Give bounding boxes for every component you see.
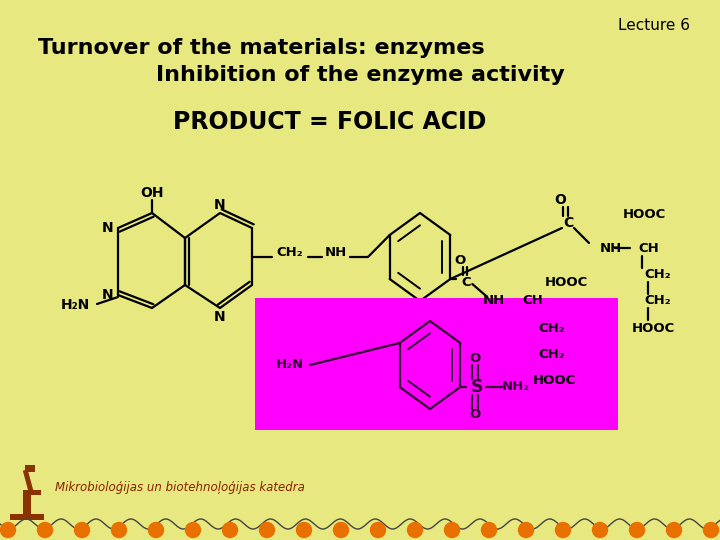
Circle shape [333,523,348,537]
Circle shape [482,523,497,537]
Circle shape [148,523,163,537]
Text: NH: NH [600,241,622,254]
Text: Turnover of the materials: enzymes: Turnover of the materials: enzymes [38,38,485,58]
Text: N: N [214,310,226,324]
Text: OH: OH [140,186,163,200]
Bar [23,490,41,495]
Text: CH₂: CH₂ [539,321,565,334]
Circle shape [222,523,238,537]
Text: NH: NH [483,294,505,307]
Circle shape [629,523,644,537]
Text: CH: CH [638,241,659,254]
Circle shape [667,523,682,537]
Text: N: N [102,221,114,235]
Text: NH: NH [325,246,347,259]
Text: O: O [469,408,481,422]
Text: Mikrobioloģijas un biotehnoļoģijas katedra: Mikrobioloģijas un biotehnoļoģijas kated… [55,482,305,495]
Bar [255,298,618,430]
Text: H₂N: H₂N [276,359,304,372]
Text: HOOC: HOOC [532,374,575,387]
Circle shape [37,523,53,537]
Text: Inhibition of the enzyme activity: Inhibition of the enzyme activity [156,65,564,85]
Circle shape [408,523,423,537]
Text: CH₂: CH₂ [276,246,303,259]
Text: Lecture 6: Lecture 6 [618,18,690,33]
Text: S: S [471,378,484,396]
Bar [25,465,35,472]
Text: NH₂: NH₂ [503,381,531,394]
Bar [23,493,31,515]
Circle shape [1,523,16,537]
Text: N: N [214,198,226,212]
Text: C: C [563,216,573,230]
Text: HOOC: HOOC [623,208,666,221]
Circle shape [259,523,274,537]
Circle shape [593,523,608,537]
Circle shape [556,523,570,537]
Circle shape [74,523,89,537]
Bar [10,514,44,520]
Text: HOOC: HOOC [544,276,588,289]
Circle shape [112,523,127,537]
Circle shape [371,523,385,537]
Text: N: N [102,288,114,302]
Circle shape [186,523,200,537]
Text: CH₂: CH₂ [644,268,670,281]
Text: CH₂: CH₂ [539,348,565,361]
Circle shape [444,523,459,537]
Text: O: O [469,353,481,366]
Circle shape [297,523,312,537]
Circle shape [518,523,534,537]
Text: O: O [554,193,566,207]
Text: HOOC: HOOC [632,321,675,334]
Text: O: O [455,254,466,267]
Text: C: C [462,275,471,288]
Bar [23,469,33,492]
Text: CH: CH [522,294,543,307]
Text: PRODUCT = FOLIC ACID: PRODUCT = FOLIC ACID [174,110,487,134]
Text: H₂N: H₂N [60,298,89,312]
Circle shape [703,523,719,537]
Text: CH₂: CH₂ [644,294,670,307]
